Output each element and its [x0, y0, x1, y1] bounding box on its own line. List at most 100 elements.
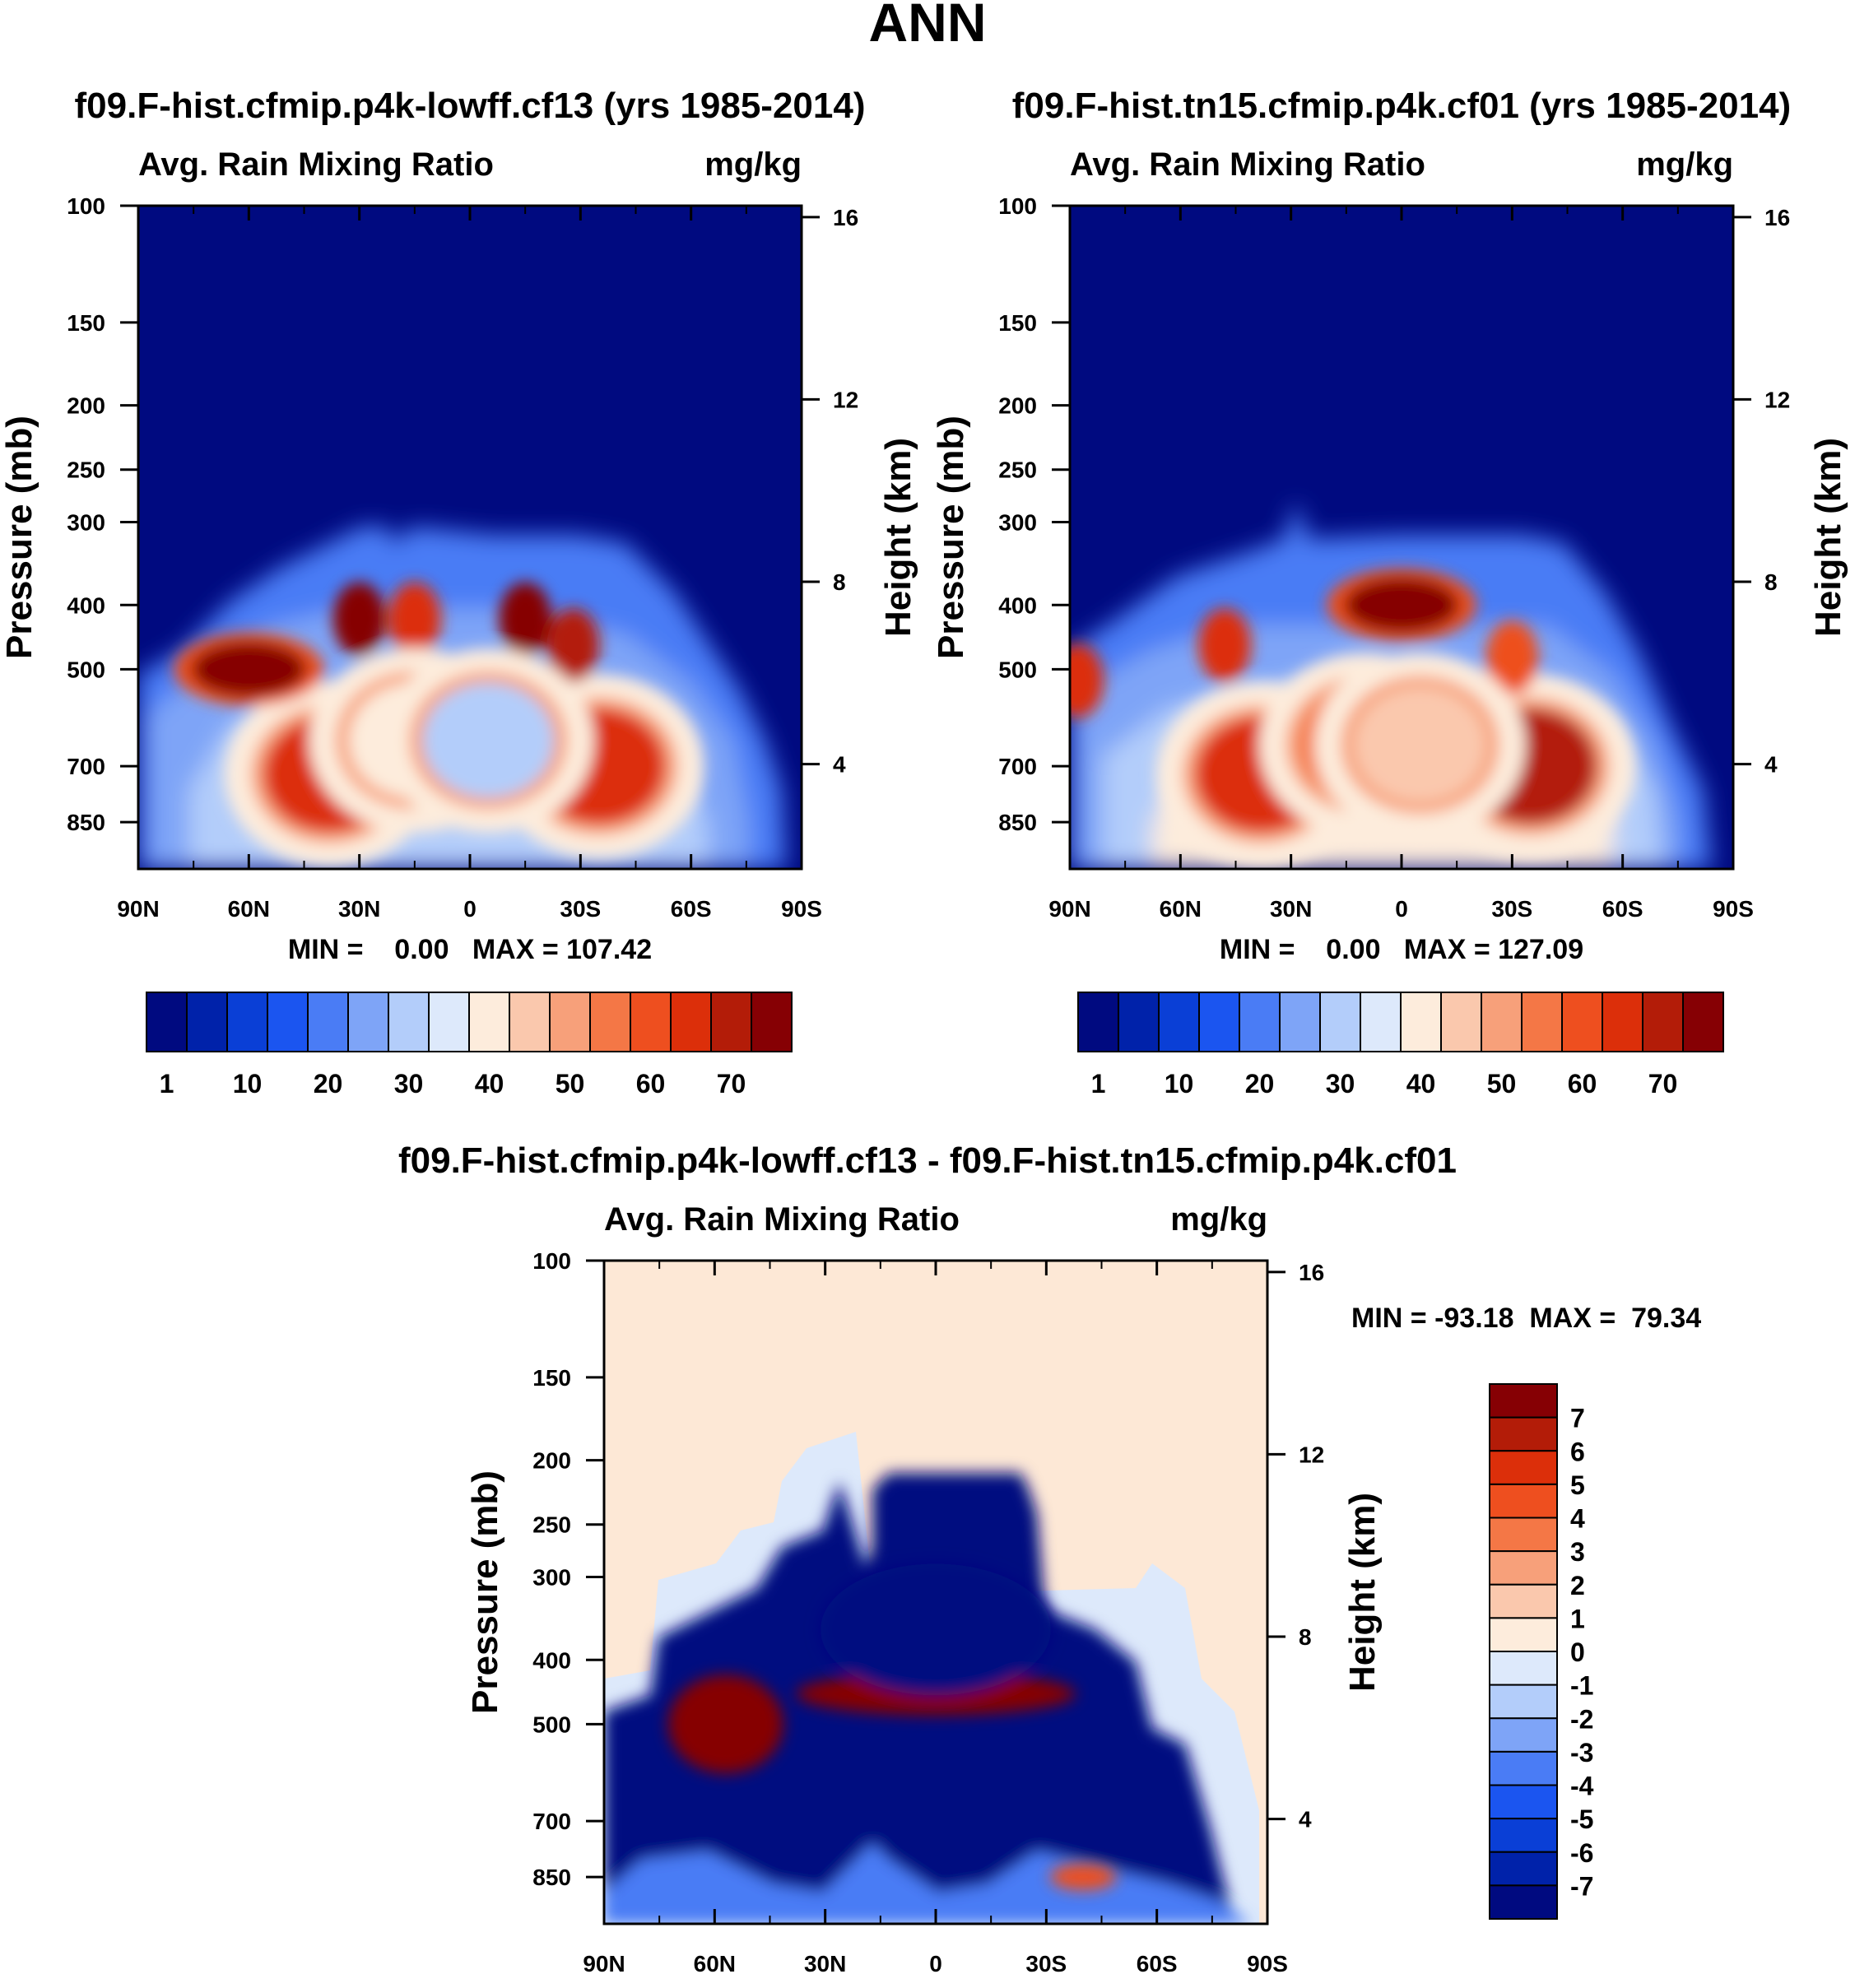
- colorbar-swatch: [549, 992, 591, 1052]
- colorbar-label: 30: [1326, 1069, 1355, 1099]
- colorbar-label: 50: [556, 1069, 585, 1099]
- colorbar-swatch: [1077, 992, 1119, 1052]
- y-tick-label: 150: [67, 310, 105, 336]
- y2-tick-label: 16: [1299, 1260, 1324, 1285]
- y2-tick-label: 12: [1299, 1442, 1324, 1467]
- y-tick-label: 150: [532, 1365, 571, 1391]
- colorbar-swatch: [1489, 1717, 1558, 1753]
- contour-blob: [1354, 687, 1486, 803]
- panel-2-features: [1070, 569, 1636, 867]
- x-tick-label: 30S: [560, 896, 601, 922]
- contour-blob: [1070, 643, 1104, 718]
- panel-2-title: f09.F-hist.tn15.cfmip.p4k.cf01 (yrs 1985…: [1012, 86, 1791, 126]
- colorbar-swatch: [1489, 1517, 1558, 1553]
- colorbar-label: 60: [1568, 1069, 1597, 1099]
- colorbar-label: -4: [1570, 1772, 1594, 1801]
- panel-2-colorbar: 1 10 20 30 40 50 60 70: [1077, 992, 1724, 1099]
- y-tick-label: 100: [67, 193, 105, 219]
- figure-title: ANN: [869, 0, 987, 53]
- panel-2-axes: 90N 60N 30N 0 30S 60S 90S 100 150 200 250 300 400 500…: [998, 193, 1790, 922]
- x-tick-label: 90N: [583, 1951, 625, 1976]
- y-tick-label: 400: [532, 1647, 571, 1673]
- x-tick-label: 0: [1395, 896, 1408, 922]
- colorbar-label: 50: [1487, 1069, 1517, 1099]
- colorbar-label: -3: [1570, 1738, 1593, 1767]
- panel-1-features: [174, 582, 704, 867]
- y-tick-label: 150: [998, 310, 1037, 336]
- colorbar-swatch: [589, 992, 631, 1052]
- panel-3-stats: MIN = -93.18 MAX = 79.34: [1351, 1303, 1701, 1334]
- y-tick-label: 100: [998, 193, 1037, 219]
- colorbar-label: 20: [314, 1069, 343, 1099]
- colorbar-swatch: [1489, 1684, 1558, 1720]
- panel-2-subtitle-right: mg/kg: [1636, 146, 1733, 183]
- colorbar-swatch: [1489, 1617, 1558, 1652]
- colorbar-label: 70: [1648, 1069, 1678, 1099]
- contour-blob: [546, 608, 600, 683]
- colorbar-swatch: [1489, 1884, 1558, 1920]
- colorbar-swatch: [1489, 1416, 1558, 1452]
- colorbar-swatch: [1481, 992, 1523, 1052]
- colorbar-label: 70: [717, 1069, 746, 1099]
- contour-blob: [332, 582, 386, 657]
- colorbar-label: 4: [1570, 1504, 1585, 1534]
- x-tick-label: 60S: [1137, 1951, 1178, 1976]
- colorbar-swatch: [468, 992, 510, 1052]
- y-tick-label: 700: [532, 1809, 571, 1834]
- colorbar-swatch: [1118, 992, 1160, 1052]
- colorbar-swatch: [347, 992, 389, 1052]
- x-tick-label: 30N: [338, 896, 380, 922]
- colorbar-swatch: [1489, 1450, 1558, 1485]
- colorbar-label: 1: [1091, 1069, 1106, 1099]
- colorbar-label: -5: [1570, 1805, 1593, 1834]
- colorbar-swatch: [1198, 992, 1240, 1052]
- colorbar-swatch: [146, 992, 188, 1052]
- panel-2-subtitle-left: Avg. Rain Mixing Ratio: [1070, 146, 1425, 183]
- colorbar-swatch: [1319, 992, 1361, 1052]
- contour-blob: [667, 1674, 783, 1774]
- colorbar-label: 40: [1406, 1069, 1436, 1099]
- colorbar-label: 6: [1570, 1437, 1585, 1466]
- colorbar-swatch: [1279, 992, 1321, 1052]
- y2-tick-label: 4: [833, 752, 846, 778]
- colorbar-swatch: [267, 992, 309, 1052]
- colorbar-swatch: [1602, 992, 1643, 1052]
- colorbar-swatch: [509, 992, 551, 1052]
- colorbar-swatch: [1521, 992, 1563, 1052]
- x-tick-label: 0: [929, 1951, 942, 1976]
- colorbar-label: 3: [1570, 1537, 1585, 1567]
- colorbar-swatch: [670, 992, 712, 1052]
- colorbar-swatch: [1360, 992, 1402, 1052]
- x-tick-label: 60S: [671, 896, 712, 922]
- panel-1-subtitle-left: Avg. Rain Mixing Ratio: [138, 146, 494, 183]
- x-tick-label: 90S: [1247, 1951, 1288, 1976]
- colorbar-label: -7: [1570, 1871, 1593, 1901]
- colorbar-swatch: [630, 992, 672, 1052]
- panel-1-ylabel: Pressure (mb): [0, 416, 40, 659]
- contour-blob: [499, 582, 552, 657]
- x-tick-label: 0: [463, 896, 477, 922]
- y-tick-label: 700: [67, 754, 105, 779]
- contour-blob: [1050, 1864, 1117, 1891]
- x-tick-label: 90N: [1048, 896, 1090, 922]
- colorbar-swatch: [1489, 1818, 1558, 1853]
- y2-tick-label: 8: [833, 569, 846, 595]
- colorbar-swatch: [307, 992, 349, 1052]
- x-tick-label: 30N: [804, 1951, 846, 1976]
- x-tick-label: 90S: [781, 896, 822, 922]
- colorbar-swatch: [1489, 1851, 1558, 1887]
- panel-1-colorbar: 1 10 20 30 40 50 60 70: [146, 992, 793, 1099]
- y-tick-label: 250: [67, 458, 105, 483]
- y2-tick-label: 16: [1764, 205, 1790, 230]
- x-tick-label: 30S: [1025, 1951, 1067, 1976]
- panel-3-title: f09.F-hist.cfmip.p4k-lowff.cf13 - f09.F-…: [398, 1140, 1457, 1181]
- colorbar-label: 1: [160, 1069, 174, 1099]
- contour-blob: [1198, 608, 1252, 683]
- colorbar-label: -2: [1570, 1704, 1593, 1734]
- y-tick-label: 200: [532, 1448, 571, 1474]
- y-tick-label: 300: [67, 510, 105, 536]
- panel-1-subtitle-right: mg/kg: [704, 146, 802, 183]
- y-tick-label: 850: [67, 810, 105, 835]
- panel-3-colorbar: 7 6 5 43 2 1 0 -1-2 -3 -4 -5 -6-7: [1489, 1383, 1594, 1920]
- x-tick-label: 60S: [1602, 896, 1643, 922]
